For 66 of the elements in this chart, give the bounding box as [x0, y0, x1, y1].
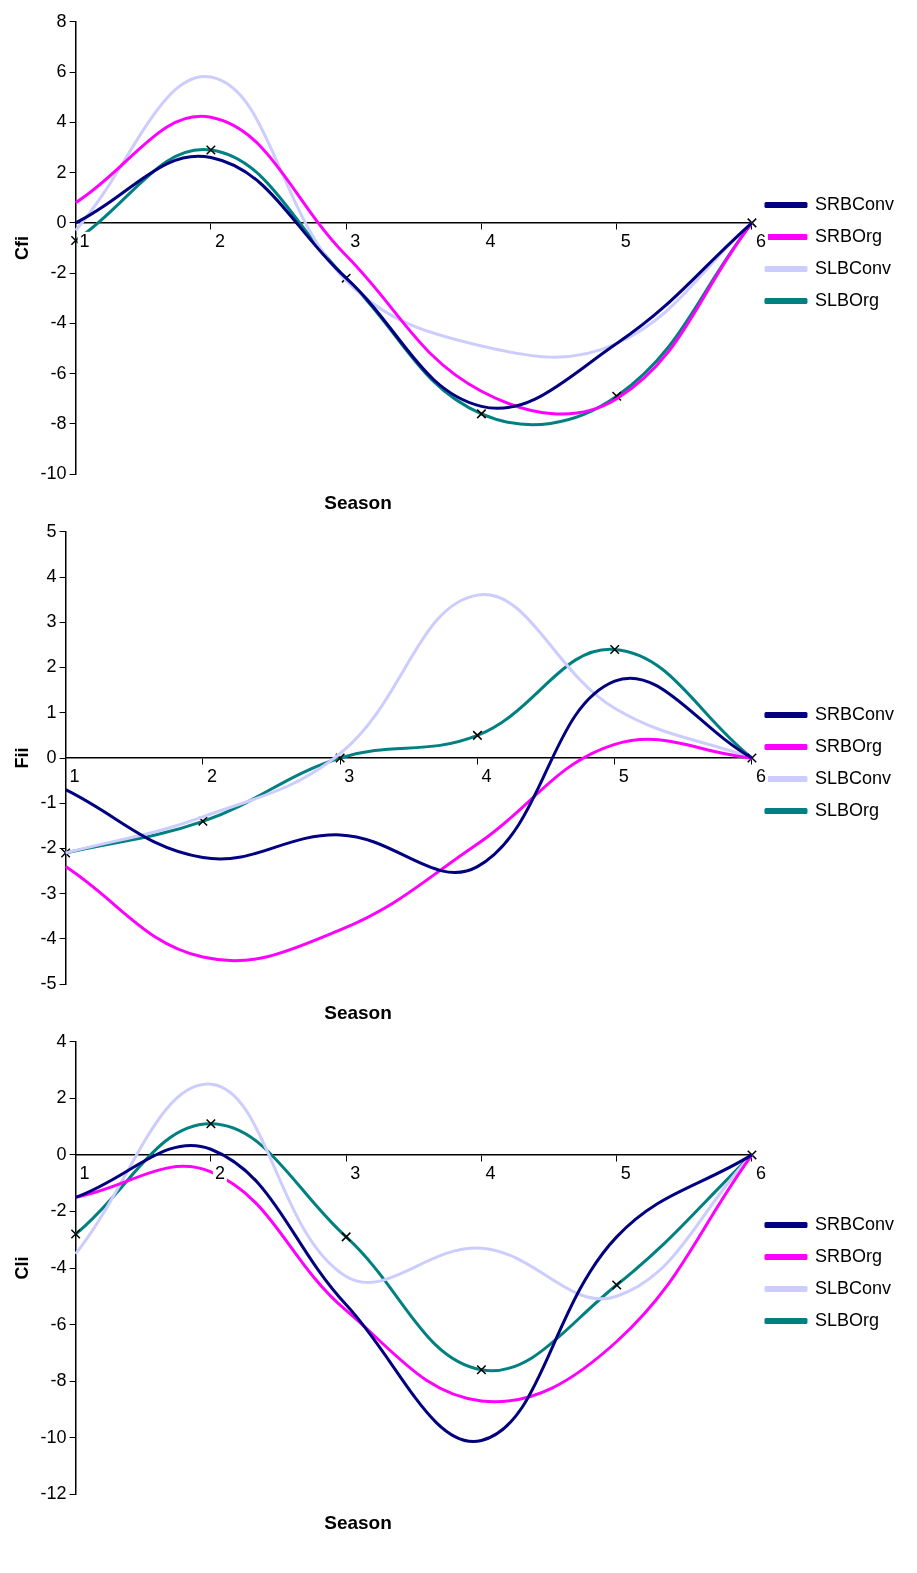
- y-tick-label: 5: [46, 520, 57, 541]
- y-axis-title: Cli: [11, 1256, 32, 1280]
- y-axis-title: Fii: [11, 747, 32, 769]
- x-tick-label: 2: [214, 230, 225, 251]
- legend-label: SRBConv: [814, 193, 894, 214]
- x-tick-label: 3: [350, 1162, 361, 1183]
- legend-label: SLBConv: [814, 767, 892, 788]
- x-axis-title: Season: [323, 1512, 393, 1534]
- x-axis-title: Season: [323, 1002, 393, 1024]
- legend-label: SLBConv: [814, 1277, 892, 1298]
- legend-label: SLBConv: [814, 257, 892, 278]
- y-tick-label: -10: [40, 1426, 67, 1447]
- x-tick-label: 4: [485, 1162, 496, 1183]
- x-tick-label: 5: [618, 765, 629, 786]
- x-tick-label: 5: [620, 1162, 631, 1183]
- y-tick-label: -5: [40, 973, 57, 994]
- y-tick-label: 8: [56, 10, 67, 31]
- y-tick-label: -12: [40, 1483, 67, 1504]
- legend-label: SRBOrg: [814, 735, 882, 756]
- legend-label: SLBOrg: [814, 1309, 879, 1330]
- y-tick-label: -4: [50, 312, 67, 333]
- y-tick-label: 4: [46, 566, 57, 587]
- y-tick-label: 4: [56, 111, 67, 132]
- x-tick-label: 1: [69, 765, 80, 786]
- y-tick-label: -2: [50, 1200, 67, 1221]
- y-tick-label: 0: [46, 746, 57, 767]
- x-tick-label: 2: [206, 765, 217, 786]
- x-tick-label: 6: [755, 1162, 766, 1183]
- x-tick-label: 1: [79, 1162, 90, 1183]
- x-tick-label: 5: [620, 230, 631, 251]
- y-tick-label: -6: [50, 1313, 67, 1334]
- y-tick-label: -2: [50, 262, 67, 283]
- legend-label: SRBConv: [814, 703, 894, 724]
- x-tick-label: 1: [79, 230, 90, 251]
- y-tick-label: 2: [56, 1087, 67, 1108]
- x-tick-label: 3: [344, 765, 355, 786]
- x-tick-label: 2: [214, 1162, 225, 1183]
- legend-label: SLBOrg: [814, 799, 879, 820]
- y-tick-label: 1: [46, 701, 57, 722]
- y-tick-label: 2: [56, 161, 67, 182]
- legend-label: SRBConv: [814, 1213, 894, 1234]
- y-tick-label: 0: [56, 1143, 67, 1164]
- y-tick-label: 0: [56, 211, 67, 232]
- legend-label: SLBOrg: [814, 289, 879, 310]
- y-tick-label: -2: [40, 837, 57, 858]
- y-tick-label: -1: [40, 792, 57, 813]
- y-axis-title: Cfi: [11, 236, 32, 260]
- x-tick-label: 6: [755, 230, 766, 251]
- y-tick-label: 6: [56, 61, 67, 82]
- x-tick-label: 4: [481, 765, 492, 786]
- x-tick-label: 3: [350, 230, 361, 251]
- x-tick-label: 6: [755, 765, 766, 786]
- y-tick-label: 4: [56, 1030, 67, 1051]
- y-tick-label: -4: [40, 927, 57, 948]
- y-tick-label: -6: [50, 362, 67, 383]
- legend-label: SRBOrg: [814, 225, 882, 246]
- y-tick-label: -8: [50, 1370, 67, 1391]
- x-axis-title: Season: [323, 492, 393, 514]
- y-tick-label: 2: [46, 656, 57, 677]
- y-tick-label: -3: [40, 882, 57, 903]
- y-tick-label: -8: [50, 412, 67, 433]
- x-tick-label: 4: [485, 230, 496, 251]
- legend-label: SRBOrg: [814, 1245, 882, 1266]
- y-tick-label: -10: [40, 463, 67, 484]
- y-tick-label: 3: [46, 611, 57, 632]
- y-tick-label: -4: [50, 1256, 67, 1277]
